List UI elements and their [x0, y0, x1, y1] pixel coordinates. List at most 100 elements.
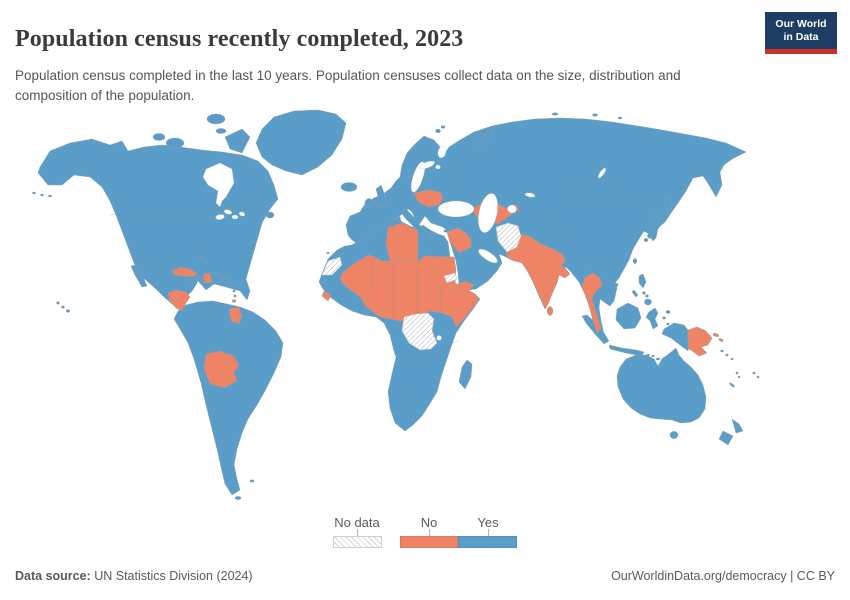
islands-hawaii-1[interactable] — [56, 301, 60, 305]
country-united-kingdom[interactable] — [373, 184, 388, 209]
peninsula-baja[interactable] — [130, 264, 148, 288]
country-new-zealand-south[interactable] — [718, 430, 734, 446]
country-bolivia[interactable] — [203, 350, 240, 389]
island-ellesmere[interactable] — [206, 113, 226, 125]
island-tierra-del-fuego[interactable] — [234, 496, 242, 500]
island-hokkaido[interactable] — [654, 212, 664, 220]
island-falklands[interactable] — [249, 479, 255, 483]
island-madagascar[interactable] — [458, 359, 473, 390]
island-tasmania[interactable] — [669, 431, 679, 439]
islands-solomon-1[interactable] — [720, 349, 724, 353]
island-palawan[interactable] — [631, 289, 639, 298]
island-borneo[interactable] — [615, 302, 642, 330]
country-eritrea[interactable] — [443, 272, 458, 284]
island-victoria[interactable] — [165, 137, 185, 149]
country-western-sahara[interactable] — [321, 256, 343, 276]
island-cyprus[interactable] — [443, 229, 449, 233]
islands-antilles-2[interactable] — [232, 289, 236, 293]
island-corsica[interactable] — [397, 216, 401, 222]
lake-victoria — [436, 335, 442, 341]
island-novaya-zemlya[interactable] — [478, 127, 495, 151]
country-guinea-sierra-leone[interactable] — [321, 290, 332, 302]
islands-aleutian-1[interactable] — [32, 191, 36, 195]
island-puerto-rico[interactable] — [224, 276, 230, 280]
islands-fiji-2[interactable] — [756, 375, 760, 379]
islands-hawaii-2[interactable] — [61, 305, 65, 309]
island-lombok[interactable] — [651, 354, 655, 358]
country-iran[interactable] — [495, 222, 522, 253]
islands-svalbard-2[interactable] — [440, 125, 446, 129]
island-baffin[interactable] — [224, 128, 251, 154]
islands-aleutian-2[interactable] — [40, 193, 44, 197]
island-sakhalin[interactable] — [664, 196, 672, 216]
islands-moluccas-1[interactable] — [662, 316, 666, 320]
islands-solomon-2[interactable] — [725, 353, 729, 357]
country-papua-new-guinea[interactable] — [687, 326, 713, 357]
island-honshu[interactable] — [646, 221, 662, 240]
islands-moluccas-2[interactable] — [666, 322, 670, 326]
island-new-britain[interactable] — [712, 333, 720, 338]
country-libya[interactable] — [385, 222, 419, 263]
island-kyushu[interactable] — [643, 237, 649, 243]
islands-visayas-1[interactable] — [642, 291, 646, 295]
country-dr-congo[interactable] — [401, 312, 438, 351]
island-crete[interactable] — [426, 233, 436, 237]
islands-arctic-3[interactable] — [617, 116, 623, 120]
islands-arctic-1[interactable] — [551, 112, 559, 116]
islands-fiji-1[interactable] — [752, 371, 756, 375]
island-taiwan[interactable] — [632, 258, 638, 264]
country-cuba[interactable] — [171, 266, 198, 278]
island-banks[interactable] — [152, 133, 166, 141]
country-iceland[interactable] — [340, 182, 358, 192]
islands-antilles-3[interactable] — [233, 294, 237, 298]
islands-aleutian-3[interactable] — [48, 194, 52, 198]
island-jamaica[interactable] — [191, 279, 197, 283]
region-sahel-horn[interactable] — [339, 254, 480, 328]
country-sri-lanka[interactable] — [546, 306, 554, 316]
legend-swatch-yes[interactable] — [458, 536, 517, 548]
islands-visayas-2[interactable] — [645, 294, 649, 298]
islands-vanuatu-1[interactable] — [735, 371, 739, 375]
region-new-guinea-west[interactable] — [661, 322, 689, 352]
country-greenland[interactable] — [255, 109, 347, 176]
country-ukraine[interactable] — [413, 189, 444, 208]
islands-svalbard-1[interactable] — [435, 128, 441, 134]
islands-canary[interactable] — [326, 251, 330, 255]
island-luzon-philippines[interactable] — [638, 273, 647, 289]
island-hainan[interactable] — [613, 282, 619, 288]
country-thailand[interactable] — [581, 272, 603, 334]
country-italy[interactable] — [400, 207, 426, 236]
country-honduras-nicaragua[interactable] — [167, 289, 191, 312]
country-ireland[interactable] — [364, 198, 374, 208]
islands-bahamas-2[interactable] — [203, 259, 207, 263]
island-devon[interactable] — [215, 128, 227, 134]
country-north-america[interactable] — [37, 138, 279, 325]
owid-logo[interactable]: Our World in Data — [765, 12, 837, 55]
country-new-zealand-north[interactable] — [731, 418, 744, 434]
attribution-link[interactable]: OurWorldinData.org/democracy | CC BY — [611, 569, 835, 583]
island-new-ireland[interactable] — [718, 338, 724, 342]
country-australia[interactable] — [616, 347, 707, 424]
islands-hawaii-3[interactable] — [65, 309, 71, 313]
island-newfoundland[interactable] — [265, 211, 275, 219]
island-sulawesi[interactable] — [645, 307, 659, 330]
islands-vanuatu-2[interactable] — [737, 375, 741, 379]
country-trinidad[interactable] — [231, 299, 237, 303]
islands-antilles-1[interactable] — [230, 283, 234, 287]
islands-bahamas-1[interactable] — [198, 255, 202, 259]
legend-swatch-no-data[interactable] — [333, 536, 382, 548]
islands-arctic-2[interactable] — [592, 113, 598, 117]
country-yemen[interactable] — [455, 280, 475, 292]
islands-solomon-3[interactable] — [730, 357, 734, 361]
island-mindanao[interactable] — [644, 298, 652, 306]
country-pakistan-india[interactable] — [504, 233, 571, 310]
country-south-america[interactable] — [173, 300, 284, 496]
country-syria-iraq[interactable] — [446, 227, 472, 254]
island-new-caledonia[interactable] — [729, 382, 735, 388]
country-guyana-area[interactable] — [228, 306, 243, 325]
lake-baikal — [597, 167, 607, 179]
island-java[interactable] — [608, 344, 645, 357]
island-halmahera[interactable] — [665, 310, 671, 314]
legend-swatch-no[interactable] — [400, 536, 458, 548]
island-sumba[interactable] — [655, 357, 661, 361]
